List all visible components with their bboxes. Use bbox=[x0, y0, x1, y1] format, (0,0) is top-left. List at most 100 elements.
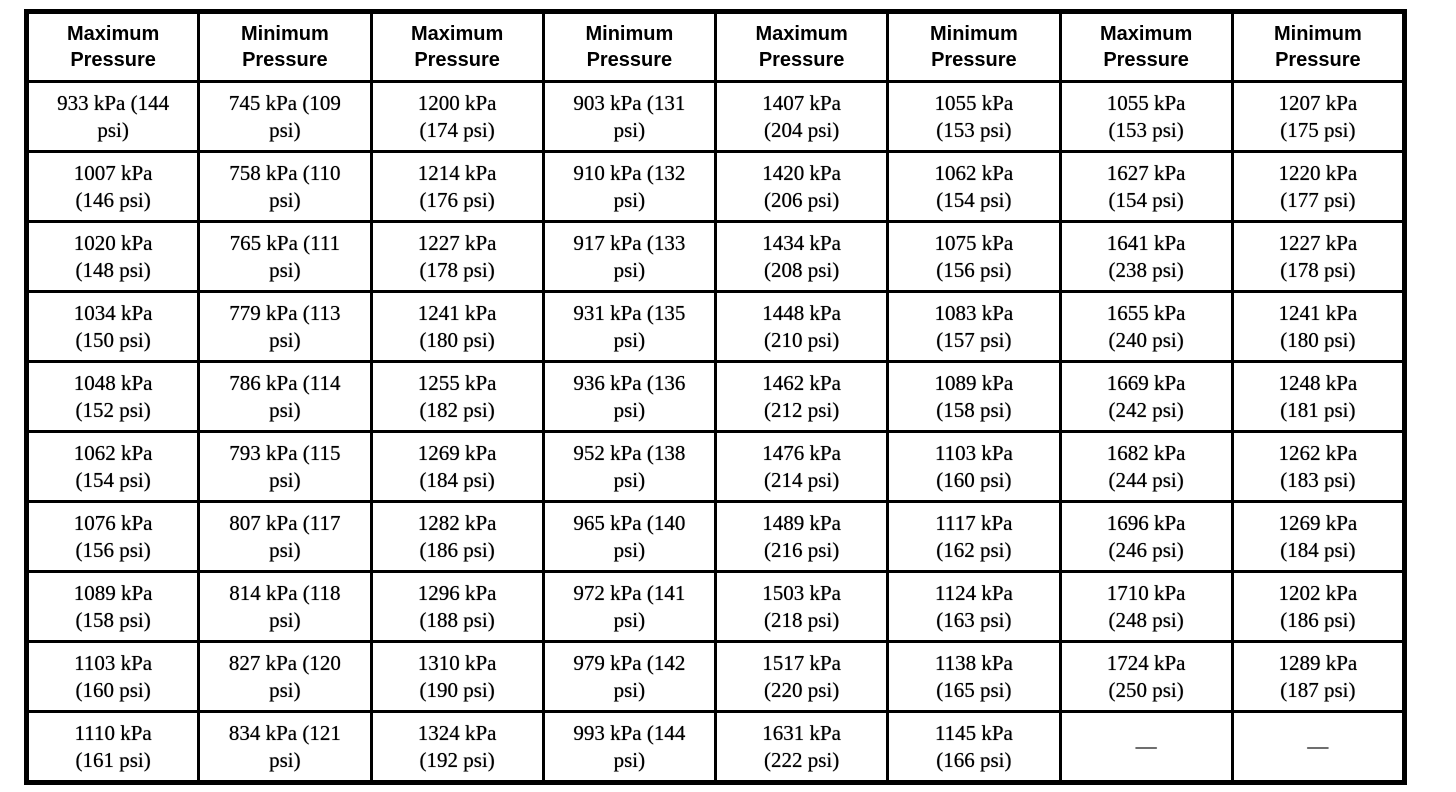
table-cell: 1103 kPa (160 psi) bbox=[886, 430, 1062, 503]
table-cell: 933 kPa (144 psi) bbox=[24, 80, 201, 153]
table-cell: 1262 kPa (183 psi) bbox=[1230, 430, 1407, 503]
table-cell: 1207 kPa (175 psi) bbox=[1230, 80, 1407, 153]
table-cell: 793 kPa (115 psi) bbox=[197, 430, 373, 503]
table-cell: 834 kPa (121 psi) bbox=[197, 710, 373, 784]
table-cell: 1255 kPa (182 psi) bbox=[369, 360, 545, 433]
table-cell: 1655 kPa (240 psi) bbox=[1058, 290, 1234, 363]
table-cell: 931 kPa (135 psi) bbox=[541, 290, 718, 363]
table-cell: 814 kPa (118 psi) bbox=[197, 570, 373, 643]
table-cell: 1462 kPa (212 psi) bbox=[713, 360, 890, 433]
table-cell: 758 kPa (110 psi) bbox=[197, 150, 373, 223]
table-cell: 1124 kPa (163 psi) bbox=[886, 570, 1062, 643]
table-cell: 1407 kPa (204 psi) bbox=[713, 80, 890, 153]
table-cell: 1089 kPa (158 psi) bbox=[886, 360, 1062, 433]
table-cell: 807 kPa (117 psi) bbox=[197, 500, 373, 573]
table-cell: 979 kPa (142 psi) bbox=[541, 640, 718, 713]
table-cell: 1089 kPa (158 psi) bbox=[24, 570, 201, 643]
table-cell: 1269 kPa (184 psi) bbox=[369, 430, 545, 503]
table-cell: 1083 kPa (157 psi) bbox=[886, 290, 1062, 363]
table-cell: 1682 kPa (244 psi) bbox=[1058, 430, 1234, 503]
header-cell-minimum-pressure: Minimum Pressure bbox=[886, 10, 1062, 83]
table-cell: 993 kPa (144 psi) bbox=[541, 710, 718, 784]
table-cell: 1055 kPa (153 psi) bbox=[886, 80, 1062, 153]
table-cell: 1202 kPa (186 psi) bbox=[1230, 570, 1407, 643]
table-cell: 1220 kPa (177 psi) bbox=[1230, 150, 1407, 223]
table-cell: 1075 kPa (156 psi) bbox=[886, 220, 1062, 293]
table-cell: 1076 kPa (156 psi) bbox=[24, 500, 201, 573]
table-row: 1048 kPa (152 psi) 786 kPa (114 psi) 1255 … bbox=[24, 360, 1407, 433]
header-cell-maximum-pressure: Maximum Pressure bbox=[369, 10, 545, 83]
table-cell: 1103 kPa (160 psi) bbox=[24, 640, 201, 713]
table-cell: 1282 kPa (186 psi) bbox=[369, 500, 545, 573]
table-cell: 1627 kPa (154 psi) bbox=[1058, 150, 1234, 223]
table-cell: 827 kPa (120 psi) bbox=[197, 640, 373, 713]
table-row: 933 kPa (144 psi) 745 kPa (109 psi) 1200 k… bbox=[24, 80, 1407, 153]
table-cell: 1110 kPa (161 psi) bbox=[24, 710, 201, 784]
table-cell: 1476 kPa (214 psi) bbox=[713, 430, 890, 503]
table-cell: 1145 kPa (166 psi) bbox=[886, 710, 1062, 784]
pressure-table: Maximum Pressure Minimum Pressure Maximum … bbox=[24, 9, 1407, 785]
table-cell: 786 kPa (114 psi) bbox=[197, 360, 373, 433]
table-cell: 1227 kPa (178 psi) bbox=[369, 220, 545, 293]
header-cell-maximum-pressure: Maximum Pressure bbox=[713, 10, 890, 83]
table-cell: 1214 kPa (176 psi) bbox=[369, 150, 545, 223]
table-row: 1110 kPa (161 psi) 834 kPa (121 psi) 1324 … bbox=[24, 710, 1407, 784]
table-row: 1034 kPa (150 psi) 779 kPa (113 psi) 1241 … bbox=[24, 290, 1407, 363]
table-cell: 1710 kPa (248 psi) bbox=[1058, 570, 1234, 643]
table-cell: 1434 kPa (208 psi) bbox=[713, 220, 890, 293]
table-cell: 1269 kPa (184 psi) bbox=[1230, 500, 1407, 573]
table-cell: 1034 kPa (150 psi) bbox=[24, 290, 201, 363]
table-cell: 1055 kPa (153 psi) bbox=[1058, 80, 1234, 153]
table-cell: 1296 kPa (188 psi) bbox=[369, 570, 545, 643]
table-cell: 917 kPa (133 psi) bbox=[541, 220, 718, 293]
table-cell: 745 kPa (109 psi) bbox=[197, 80, 373, 153]
header-cell-maximum-pressure: Maximum Pressure bbox=[24, 10, 201, 83]
table-cell: — bbox=[1230, 710, 1407, 784]
table-cell: 972 kPa (141 psi) bbox=[541, 570, 718, 643]
table-cell: 1062 kPa (154 psi) bbox=[886, 150, 1062, 223]
table-cell: 1517 kPa (220 psi) bbox=[713, 640, 890, 713]
table-cell: — bbox=[1058, 710, 1234, 784]
table-cell: 1448 kPa (210 psi) bbox=[713, 290, 890, 363]
table-cell: 910 kPa (132 psi) bbox=[541, 150, 718, 223]
table-cell: 1669 kPa (242 psi) bbox=[1058, 360, 1234, 433]
table-cell: 903 kPa (131 psi) bbox=[541, 80, 718, 153]
table-cell: 1007 kPa (146 psi) bbox=[24, 150, 201, 223]
table-cell: 1696 kPa (246 psi) bbox=[1058, 500, 1234, 573]
table-cell: 765 kPa (111 psi) bbox=[197, 220, 373, 293]
table-cell: 1020 kPa (148 psi) bbox=[24, 220, 201, 293]
table-cell: 1248 kPa (181 psi) bbox=[1230, 360, 1407, 433]
table-cell: 965 kPa (140 psi) bbox=[541, 500, 718, 573]
table-cell: 1117 kPa (162 psi) bbox=[886, 500, 1062, 573]
table-cell: 1138 kPa (165 psi) bbox=[886, 640, 1062, 713]
table-cell: 1241 kPa (180 psi) bbox=[1230, 290, 1407, 363]
table-cell: 1227 kPa (178 psi) bbox=[1230, 220, 1407, 293]
header-cell-minimum-pressure: Minimum Pressure bbox=[197, 10, 373, 83]
table-cell: 1489 kPa (216 psi) bbox=[713, 500, 890, 573]
table-row: 1020 kPa (148 psi) 765 kPa (111 psi) 1227 … bbox=[24, 220, 1407, 293]
table-row: 1062 kPa (154 psi) 793 kPa (115 psi) 1269 … bbox=[24, 430, 1407, 503]
table-header: Maximum Pressure Minimum Pressure Maximum … bbox=[24, 10, 1407, 83]
header-row: Maximum Pressure Minimum Pressure Maximum … bbox=[24, 10, 1407, 83]
header-cell-minimum-pressure: Minimum Pressure bbox=[541, 10, 718, 83]
table-cell: 1324 kPa (192 psi) bbox=[369, 710, 545, 784]
table-row: 1076 kPa (156 psi) 807 kPa (117 psi) 1282 … bbox=[24, 500, 1407, 573]
table-cell: 952 kPa (138 psi) bbox=[541, 430, 718, 503]
table-cell: 1503 kPa (218 psi) bbox=[713, 570, 890, 643]
table-cell: 1631 kPa (222 psi) bbox=[713, 710, 890, 784]
table-cell: 936 kPa (136 psi) bbox=[541, 360, 718, 433]
header-cell-minimum-pressure: Minimum Pressure bbox=[1230, 10, 1407, 83]
table-cell: 1048 kPa (152 psi) bbox=[24, 360, 201, 433]
table-row: 1103 kPa (160 psi) 827 kPa (120 psi) 1310 … bbox=[24, 640, 1407, 713]
table-cell: 1420 kPa (206 psi) bbox=[713, 150, 890, 223]
table-cell: 1289 kPa (187 psi) bbox=[1230, 640, 1407, 713]
table-cell: 1241 kPa (180 psi) bbox=[369, 290, 545, 363]
table-cell: 1310 kPa (190 psi) bbox=[369, 640, 545, 713]
table-cell: 1200 kPa (174 psi) bbox=[369, 80, 545, 153]
table-row: 1089 kPa (158 psi) 814 kPa (118 psi) 1296 … bbox=[24, 570, 1407, 643]
table-cell: 1724 kPa (250 psi) bbox=[1058, 640, 1234, 713]
header-cell-maximum-pressure: Maximum Pressure bbox=[1058, 10, 1234, 83]
table-cell: 1641 kPa (238 psi) bbox=[1058, 220, 1234, 293]
table-row: 1007 kPa (146 psi) 758 kPa (110 psi) 1214 … bbox=[24, 150, 1407, 223]
